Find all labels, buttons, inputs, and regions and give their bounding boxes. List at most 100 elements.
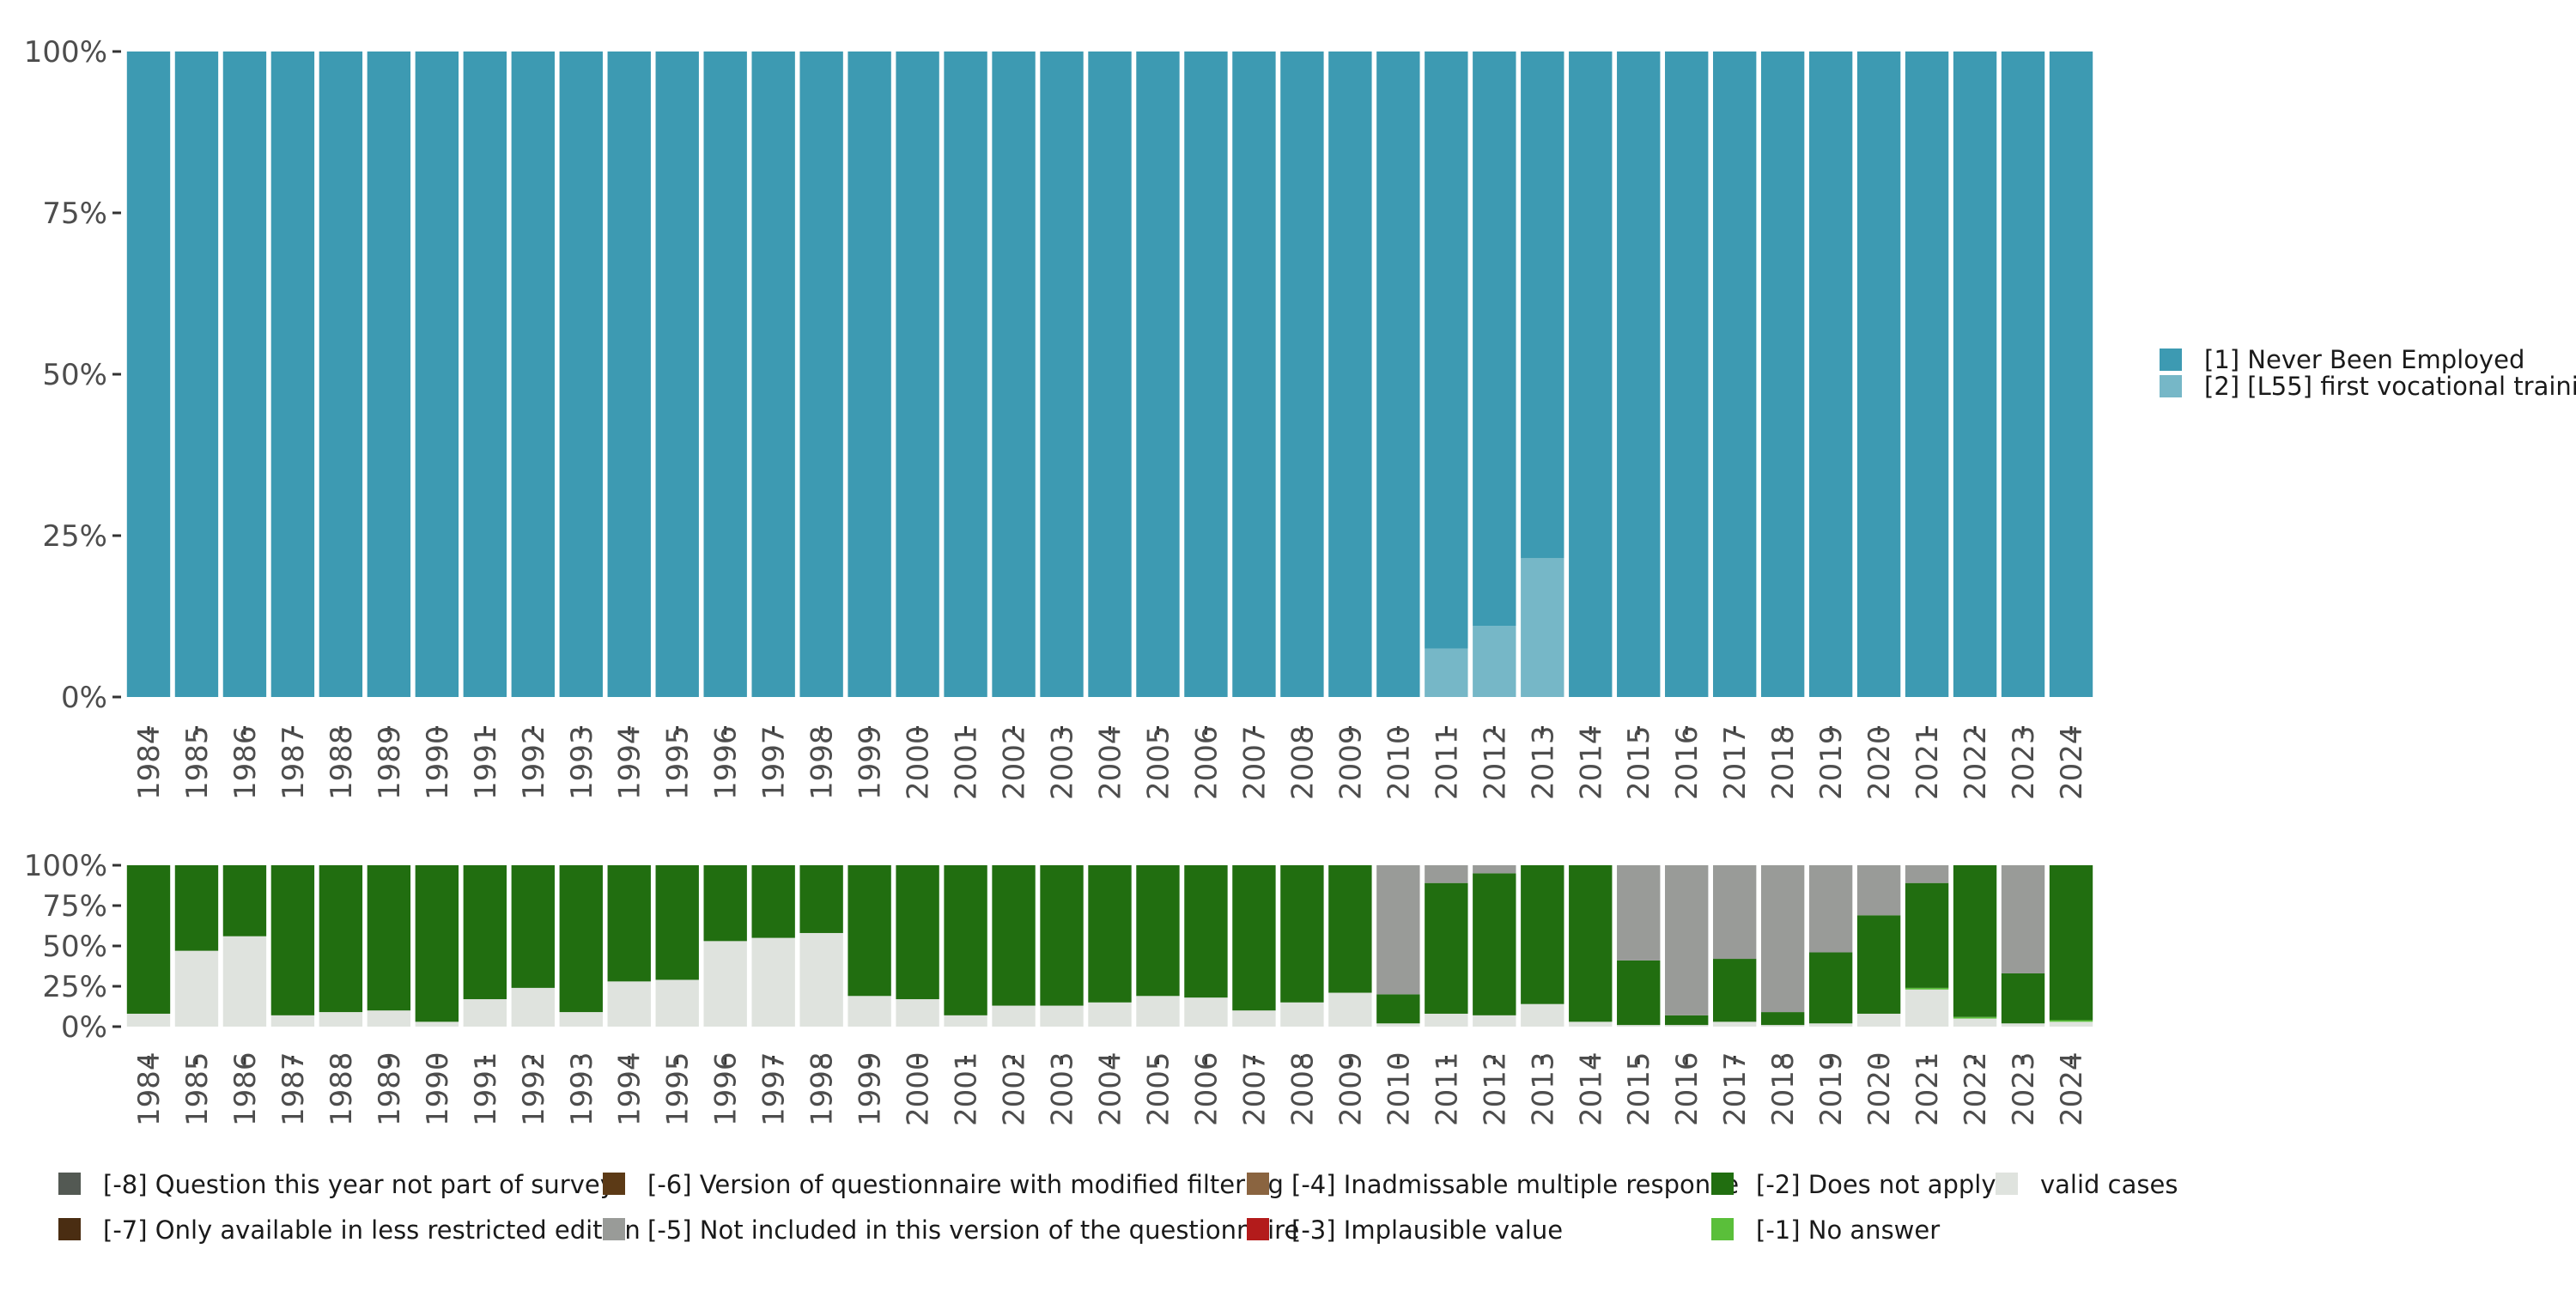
top-x-tick-label-2020: 2020 [1862, 725, 1897, 800]
legend-label-1-never-been-employed: [1] Never Been Employed [2204, 345, 2524, 374]
bottom-y-tick-label-25: 25% [42, 970, 107, 1004]
top-bar-2007-1-never-been-employed [1232, 52, 1276, 697]
bottom-bar-1987-2-does-not-apply [270, 865, 315, 1015]
bottom-bar-2014-valid-cases [1569, 1021, 1613, 1027]
legend-label-valid-cases: valid cases [2040, 1170, 2178, 1199]
bottom-bar-1988-2-does-not-apply [319, 865, 363, 1013]
bottom-bar-1994-valid-cases [607, 981, 651, 1027]
bottom-bar-1990-2-does-not-apply [415, 865, 459, 1022]
bottom-bar-1992-valid-cases [511, 987, 555, 1027]
top-bar-2022-1-never-been-employed [1953, 52, 1997, 697]
bottom-bar-2019-5-not-included-in-this-version-of-the-questionnaire [1808, 865, 1853, 953]
bottom-bar-2018-5-not-included-in-this-version-of-the-questionnaire [1760, 865, 1805, 1013]
bottom-bar-1992-2-does-not-apply [511, 865, 555, 988]
top-x-tick-label-1989: 1989 [373, 725, 407, 800]
top-bar-1994-1-never-been-employed [607, 52, 651, 697]
bottom-x-tick-label-1995: 1995 [661, 1052, 696, 1126]
top-x-tick-label-2002: 2002 [998, 725, 1032, 800]
bottom-x-tick-label-2013: 2013 [1526, 1052, 1560, 1126]
top-bar-2009-1-never-been-employed [1328, 52, 1372, 697]
top-x-tick-label-2013: 2013 [1526, 725, 1560, 800]
bottom-bar-2001-valid-cases [944, 1015, 987, 1027]
legend-key-8-question-this-year-not-part-of-survey [58, 1173, 81, 1195]
top-bar-1984-1-never-been-employed [126, 52, 171, 697]
top-x-tick-label-1990: 1990 [421, 725, 455, 800]
bottom-x-tick-label-1986: 1986 [228, 1052, 263, 1126]
top-y-tick-label-25: 25% [42, 519, 107, 554]
bottom-x-tick-label-1987: 1987 [276, 1052, 311, 1126]
legend-key-2-l55-first-vocational-training [2160, 375, 2182, 397]
bottom-bar-1991-valid-cases [463, 999, 507, 1027]
legend-label-8-question-this-year-not-part-of-survey: [-8] Question this year not part of surv… [103, 1170, 615, 1199]
bottom-x-tick-label-2001: 2001 [950, 1052, 984, 1126]
top-bar-2018-1-never-been-employed [1760, 52, 1805, 697]
legend-key-2-does-not-apply [1711, 1173, 1734, 1195]
bottom-bar-1988-valid-cases [319, 1012, 363, 1027]
bottom-bar-2021-2-does-not-apply [1905, 882, 1949, 988]
bottom-x-tick-label-1994: 1994 [613, 1052, 647, 1126]
legend-label-7-only-available-in-less-restricted-edition: [-7] Only available in less restricted e… [103, 1215, 641, 1245]
bottom-x-tick-label-2015: 2015 [1622, 1052, 1656, 1126]
top-x-tick-label-2023: 2023 [2007, 725, 2041, 800]
bottom-bar-2020-2-does-not-apply [1856, 915, 1901, 1014]
bottom-y-tick-label-75: 75% [42, 889, 107, 924]
bottom-bar-2022-1-no-answer [1953, 1016, 1997, 1019]
top-x-tick-label-1991: 1991 [469, 725, 503, 800]
legend-key-3-implausible-value [1247, 1218, 1269, 1240]
bottom-bar-1994-2-does-not-apply [607, 865, 651, 982]
bottom-bar-2005-valid-cases [1136, 996, 1180, 1027]
legend-label-3-implausible-value: [-3] Implausible value [1291, 1215, 1563, 1245]
bottom-bar-2021-1-no-answer [1905, 987, 1949, 990]
bottom-bar-2009-2-does-not-apply [1328, 865, 1372, 993]
legend-key-7-only-available-in-less-restricted-edition [58, 1218, 81, 1240]
bottom-x-tick-label-2019: 2019 [1814, 1052, 1849, 1126]
bottom-bar-2024-valid-cases [2049, 1021, 2093, 1027]
bottom-bar-1987-valid-cases [270, 1015, 315, 1027]
top-bar-2021-1-never-been-employed [1905, 52, 1949, 697]
bottom-bar-2018-2-does-not-apply [1760, 1012, 1805, 1026]
top-bar-2010-1-never-been-employed [1376, 52, 1420, 697]
bottom-bar-2010-2-does-not-apply [1376, 994, 1420, 1024]
top-bar-1997-1-never-been-employed [751, 52, 795, 697]
bottom-bar-2009-valid-cases [1328, 992, 1372, 1027]
bottom-bar-2011-5-not-included-in-this-version-of-the-questionnaire [1425, 865, 1468, 883]
bottom-bar-1997-valid-cases [751, 937, 795, 1027]
bottom-bar-1998-valid-cases [799, 932, 843, 1027]
bottom-x-tick-label-2024: 2024 [2055, 1052, 2089, 1126]
top-x-tick-label-2003: 2003 [1046, 725, 1080, 800]
legend-label-2-does-not-apply: [-2] Does not apply [1756, 1170, 1996, 1199]
top-bar-2000-1-never-been-employed [896, 52, 939, 697]
bottom-bar-2012-5-not-included-in-this-version-of-the-questionnaire [1473, 865, 1516, 874]
bottom-x-tick-label-2017: 2017 [1718, 1052, 1753, 1126]
top-bar-1992-1-never-been-employed [511, 52, 555, 697]
bottom-bar-2007-2-does-not-apply [1232, 865, 1276, 1011]
top-bar-2002-1-never-been-employed [992, 52, 1036, 697]
top-x-tick-label-1987: 1987 [276, 725, 311, 800]
bottom-bar-1996-2-does-not-apply [703, 865, 747, 942]
bottom-y-tick-label-0: 0% [61, 1010, 107, 1045]
bottom-y-tick-label-50: 50% [42, 930, 107, 964]
bottom-x-tick-label-1992: 1992 [517, 1052, 551, 1126]
bottom-x-tick-label-1999: 1999 [854, 1052, 888, 1126]
top-y-tick-label-100: 100% [24, 35, 107, 70]
legend-label-6-version-of-questionnaire-with-modified-filtering: [-6] Version of questionnaire with modif… [647, 1170, 1284, 1199]
top-bar-1985-1-never-been-employed [174, 52, 219, 697]
top-bar-2017-1-never-been-employed [1712, 52, 1757, 697]
top-bar-1993-1-never-been-employed [559, 52, 603, 697]
bottom-x-tick-label-2016: 2016 [1670, 1052, 1704, 1126]
bottom-x-tick-label-2007: 2007 [1237, 1052, 1272, 1126]
top-bar-2008-1-never-been-employed [1280, 52, 1324, 697]
legend-key-6-version-of-questionnaire-with-modified-filtering [603, 1173, 625, 1195]
bottom-bar-2016-5-not-included-in-this-version-of-the-questionnaire [1665, 865, 1709, 1015]
top-x-tick-label-2019: 2019 [1814, 725, 1849, 800]
chart-panel-bottom: 0% 25% 50% 75% 100% 1984 1985 1986 1987 1988 1989 1… [24, 849, 2178, 1245]
bottom-bar-2003-2-does-not-apply [1040, 865, 1084, 1006]
top-x-tick-label-1993: 1993 [565, 725, 599, 800]
bottom-bar-1993-2-does-not-apply [559, 865, 603, 1013]
top-x-tick-label-2001: 2001 [950, 725, 984, 800]
bottom-bar-1995-valid-cases [655, 979, 699, 1027]
bottom-bar-2016-2-does-not-apply [1665, 1015, 1709, 1026]
top-x-tick-label-2018: 2018 [1766, 725, 1801, 800]
bottom-bar-2004-2-does-not-apply [1088, 865, 1132, 1003]
